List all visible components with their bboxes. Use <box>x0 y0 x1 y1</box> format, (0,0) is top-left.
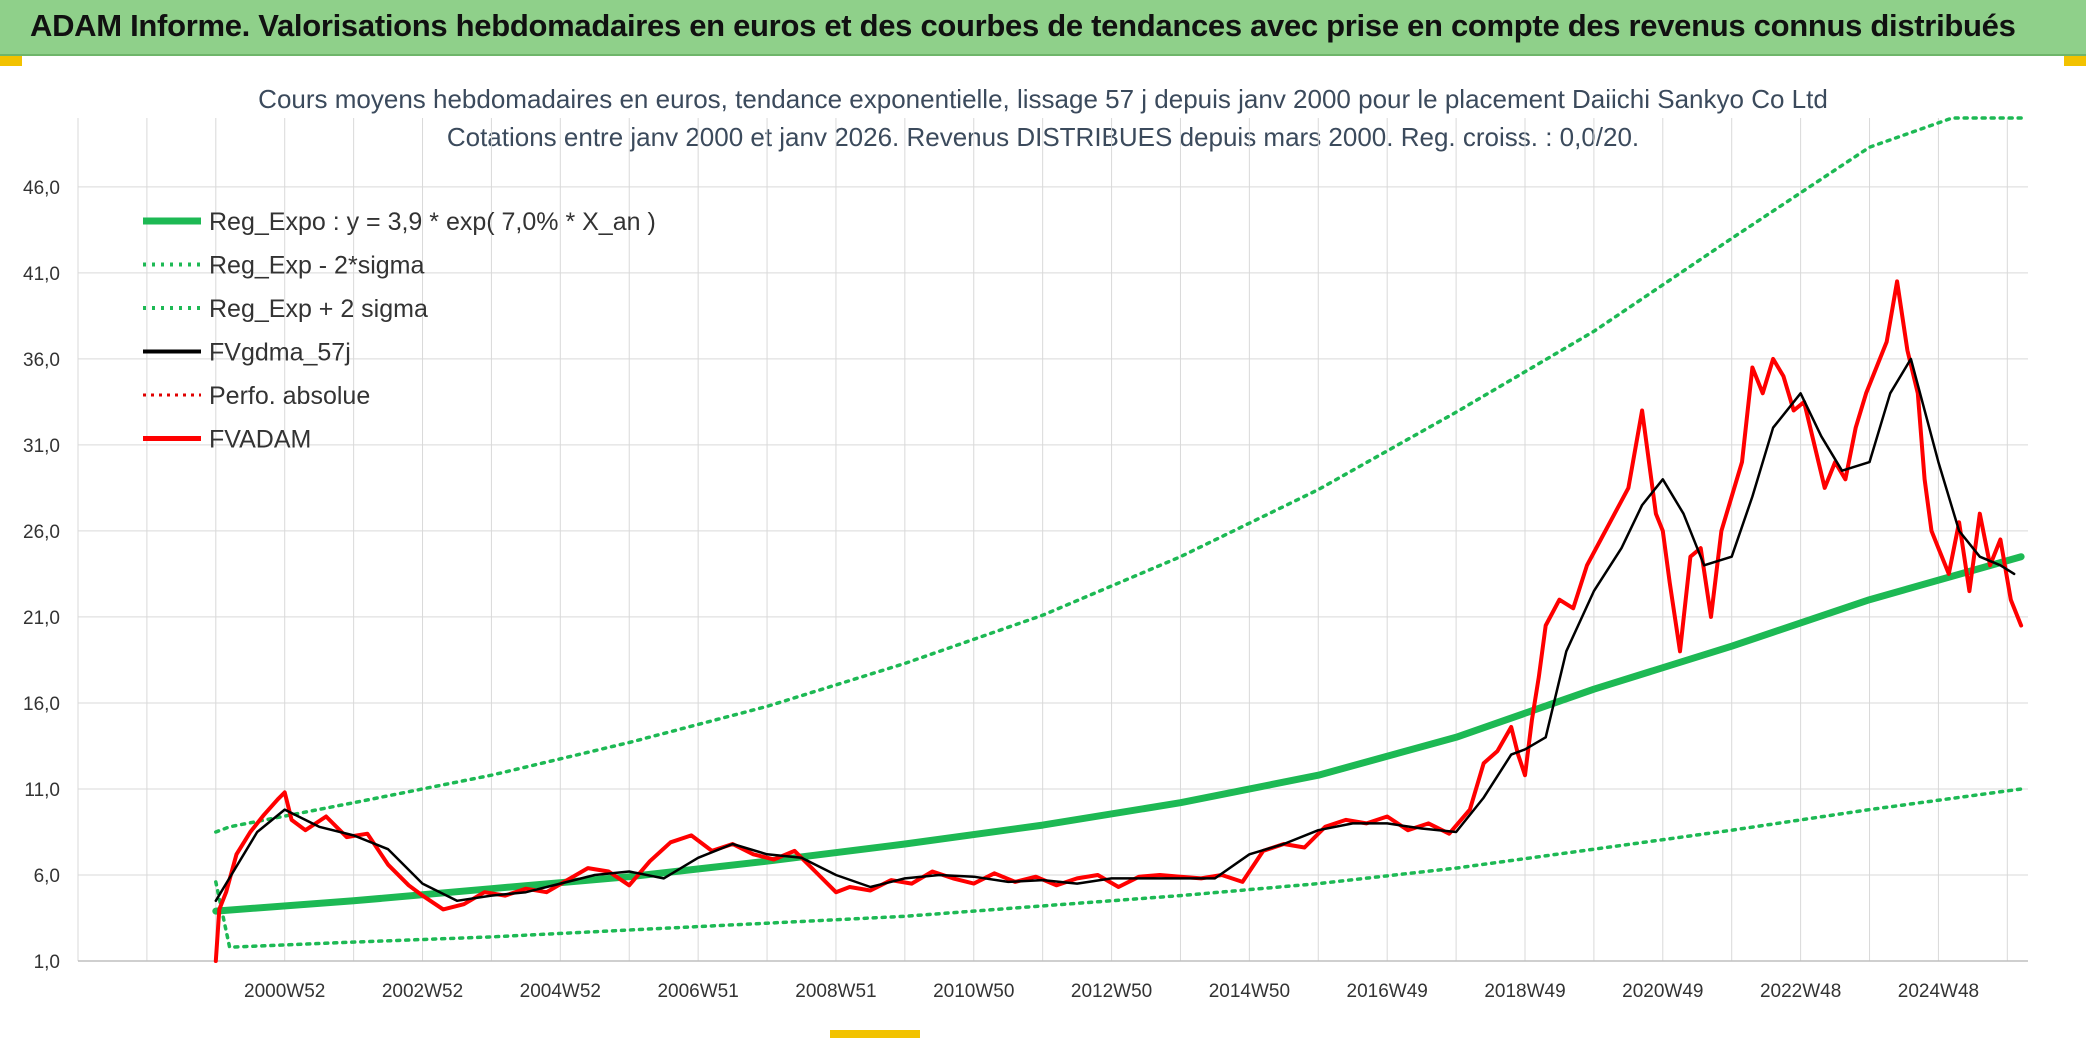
y-tick-label: 41,0 <box>23 264 60 285</box>
y-tick-label: 6,0 <box>34 866 60 887</box>
series-line-0 <box>212 553 2025 915</box>
legend-label: Reg_Exp + 2 sigma <box>209 295 428 323</box>
corner-marker-right <box>2064 56 2086 66</box>
legend-label: Reg_Expo : y = 3,9 * exp( 7,0% * X_an ) <box>209 208 656 236</box>
legend-label: Reg_Exp - 2*sigma <box>209 252 424 280</box>
x-tick-label: 2020W49 <box>1622 981 1703 1002</box>
x-tick-label: 2008W51 <box>795 981 876 1002</box>
series-line-2 <box>214 116 2023 834</box>
chart-title-line1: Cours moyens hebdomadaires en euros, ten… <box>258 84 1828 114</box>
x-tick-label: 2000W52 <box>244 981 325 1002</box>
series-line-1 <box>214 787 2023 949</box>
y-tick-label: 36,0 <box>23 350 60 371</box>
legend-label: FVgdma_57j <box>209 339 351 367</box>
x-tick-label: 2022W48 <box>1760 981 1841 1002</box>
x-tick-label: 2006W51 <box>657 981 738 1002</box>
corner-marker-left <box>0 56 22 66</box>
report-title: ADAM Informe. Valorisations hebdomadaire… <box>30 8 2016 43</box>
x-tick-label: 2012W50 <box>1071 981 1152 1002</box>
y-tick-label: 1,0 <box>34 952 60 973</box>
y-tick-label: 46,0 <box>23 178 60 199</box>
y-tick-label: 16,0 <box>23 694 60 715</box>
y-tick-label: 21,0 <box>23 608 60 629</box>
x-tick-label: 2016W49 <box>1347 981 1428 1002</box>
bottom-marker <box>830 1030 920 1038</box>
x-tick-label: 2018W49 <box>1484 981 1565 1002</box>
series-line-5 <box>213 279 2024 963</box>
y-tick-label: 31,0 <box>23 436 60 457</box>
legend-label: Perfo. absolue <box>209 382 370 410</box>
x-tick-label: 2024W48 <box>1898 981 1979 1002</box>
report-banner: ADAM Informe. Valorisations hebdomadaire… <box>0 0 2086 56</box>
y-tick-label: 26,0 <box>23 522 60 543</box>
x-tick-label: 2002W52 <box>382 981 463 1002</box>
y-tick-label: 11,0 <box>24 780 60 801</box>
series-line-3 <box>214 357 2016 903</box>
x-tick-label: 2010W50 <box>933 981 1014 1002</box>
x-tick-label: 2004W52 <box>520 981 601 1002</box>
x-tick-label: 2014W50 <box>1209 981 1290 1002</box>
legend-label: FVADAM <box>209 426 311 454</box>
